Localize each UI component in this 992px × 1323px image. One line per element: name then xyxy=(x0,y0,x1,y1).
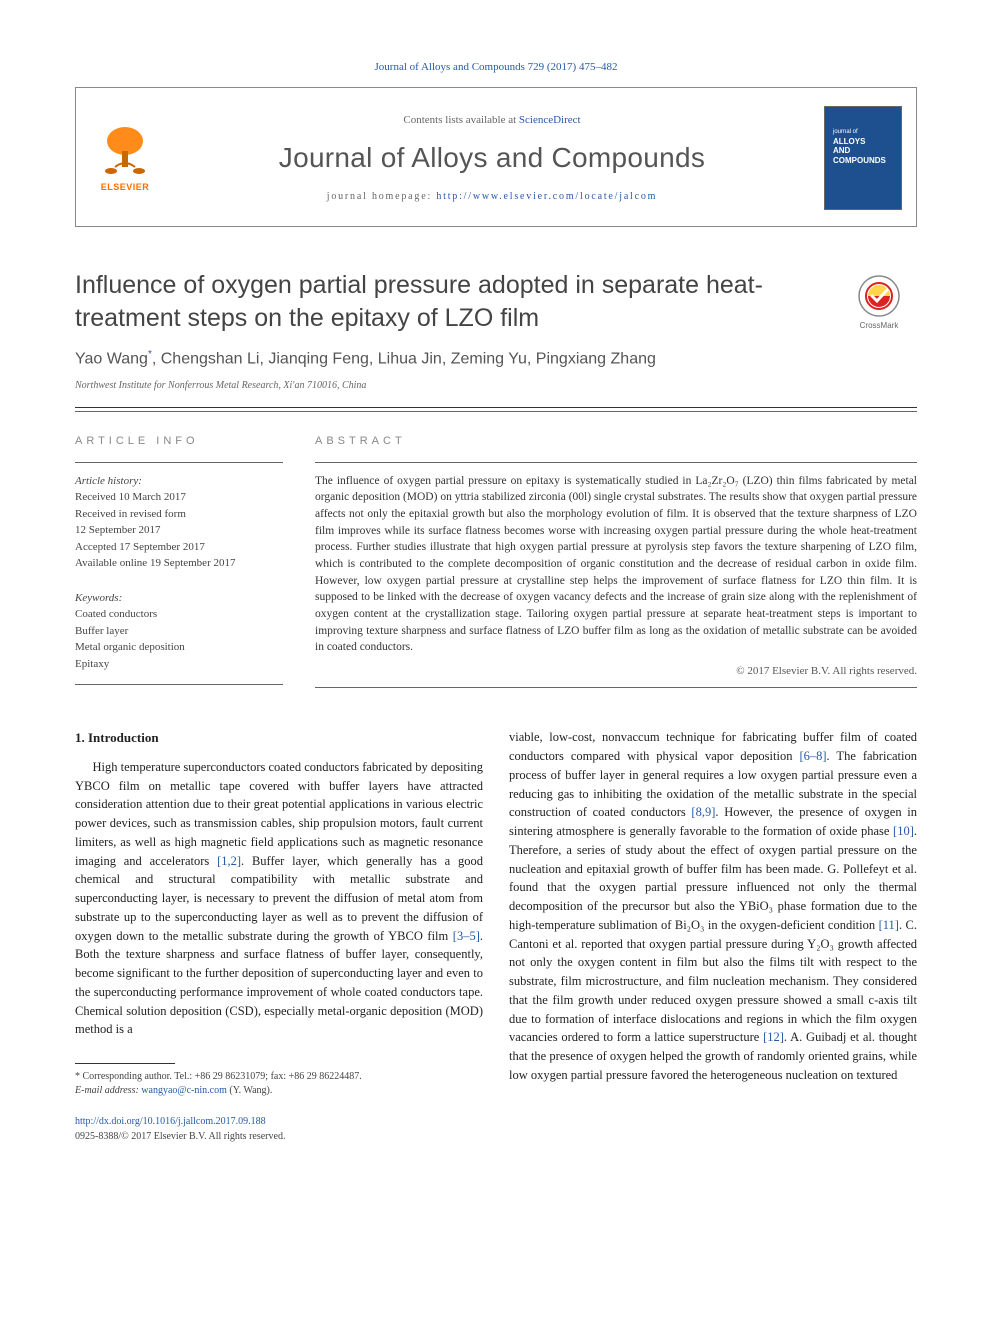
section-number: 1. xyxy=(75,730,85,745)
journal-cover-thumbnail: journal of ALLOYS AND COMPOUNDS xyxy=(824,106,902,210)
history-item: Accepted 17 September 2017 xyxy=(75,539,283,556)
keywords-label: Keywords: xyxy=(75,590,283,607)
body-column-left: 1. Introduction High temperature superco… xyxy=(75,728,483,1144)
abstract-copyright: © 2017 Elsevier B.V. All rights reserved… xyxy=(315,664,917,679)
corresponding-author-note: * Corresponding author. Tel.: +86 29 862… xyxy=(75,1070,483,1084)
section-heading: 1. Introduction xyxy=(75,728,483,748)
history-item: Received 10 March 2017 xyxy=(75,489,283,506)
crossmark-label: CrossMark xyxy=(860,321,900,330)
issn-copyright: 0925-8388/© 2017 Elsevier B.V. All right… xyxy=(75,1131,285,1142)
history-item: 12 September 2017 xyxy=(75,522,283,539)
history-item: Available online 19 September 2017 xyxy=(75,555,283,572)
history-label: Article history: xyxy=(75,473,283,490)
abstract-label: ABSTRACT xyxy=(315,434,917,449)
footnotes: * Corresponding author. Tel.: +86 29 862… xyxy=(75,1070,483,1098)
divider xyxy=(315,687,917,688)
footnote-separator xyxy=(75,1063,175,1064)
publisher-name: ELSEVIER xyxy=(101,181,150,194)
ref-link[interactable]: [1,2] xyxy=(217,854,241,868)
citation-line: Journal of Alloys and Compounds 729 (201… xyxy=(75,60,917,75)
divider xyxy=(75,407,917,408)
body-paragraph: viable, low-cost, nonvaccum technique fo… xyxy=(509,728,917,1084)
doi-link[interactable]: http://dx.doi.org/10.1016/j.jallcom.2017… xyxy=(75,1116,266,1127)
article-info-column: ARTICLE INFO Article history: Received 1… xyxy=(75,434,283,688)
cover-title-2: AND COMPOUNDS xyxy=(833,146,893,165)
abstract-text: The influence of oxygen partial pressure… xyxy=(315,473,917,656)
keyword-item: Epitaxy xyxy=(75,656,283,673)
keyword-item: Coated conductors xyxy=(75,606,283,623)
section-title: Introduction xyxy=(88,730,159,745)
email-label: E-mail address: xyxy=(75,1085,141,1096)
journal-name: Journal of Alloys and Compounds xyxy=(174,138,810,177)
ref-link[interactable]: [10] xyxy=(893,824,914,838)
ref-link[interactable]: [3–5] xyxy=(453,929,480,943)
corresponding-email-link[interactable]: wangyao@c-nin.com xyxy=(141,1085,227,1096)
history-item: Received in revised form xyxy=(75,506,283,523)
authors-line: Yao Wang*, Chengshan Li, Jianqing Feng, … xyxy=(75,348,917,371)
sciencedirect-link[interactable]: ScienceDirect xyxy=(519,114,581,126)
email-line: E-mail address: wangyao@c-nin.com (Y. Wa… xyxy=(75,1084,483,1098)
divider xyxy=(75,684,283,685)
publisher-logo: ELSEVIER xyxy=(90,123,160,194)
body-columns: 1. Introduction High temperature superco… xyxy=(75,728,917,1144)
email-suffix: (Y. Wang). xyxy=(227,1085,273,1096)
journal-header: ELSEVIER Contents lists available at Sci… xyxy=(75,87,917,227)
article-title: Influence of oxygen partial pressure ado… xyxy=(75,269,795,334)
ref-link[interactable]: [11] xyxy=(879,918,899,932)
crossmark-badge[interactable]: CrossMark xyxy=(857,274,917,334)
journal-homepage-link[interactable]: http://www.elsevier.com/locate/jalcom xyxy=(436,191,657,202)
cover-label: journal of xyxy=(833,129,893,136)
cover-title-1: ALLOYS xyxy=(833,137,893,147)
abstract-column: ABSTRACT The influence of oxygen partial… xyxy=(315,434,917,688)
contents-available-line: Contents lists available at ScienceDirec… xyxy=(174,113,810,128)
journal-homepage-line: journal homepage: http://www.elsevier.co… xyxy=(174,190,810,204)
bottom-meta: http://dx.doi.org/10.1016/j.jallcom.2017… xyxy=(75,1114,483,1144)
ref-link[interactable]: [6–8] xyxy=(799,749,826,763)
contents-prefix: Contents lists available at xyxy=(403,114,518,126)
elsevier-tree-icon xyxy=(97,123,153,179)
keyword-item: Metal organic deposition xyxy=(75,639,283,656)
ref-link[interactable]: [8,9] xyxy=(691,805,715,819)
divider xyxy=(315,462,917,463)
body-column-right: viable, low-cost, nonvaccum technique fo… xyxy=(509,728,917,1144)
ref-link[interactable]: [12] xyxy=(763,1030,784,1044)
article-info-label: ARTICLE INFO xyxy=(75,434,283,449)
homepage-prefix: journal homepage: xyxy=(327,191,437,202)
affiliation: Northwest Institute for Nonferrous Metal… xyxy=(75,379,917,393)
keyword-item: Buffer layer xyxy=(75,623,283,640)
body-paragraph: High temperature superconductors coated … xyxy=(75,758,483,1039)
divider xyxy=(75,411,917,412)
divider xyxy=(75,462,283,463)
